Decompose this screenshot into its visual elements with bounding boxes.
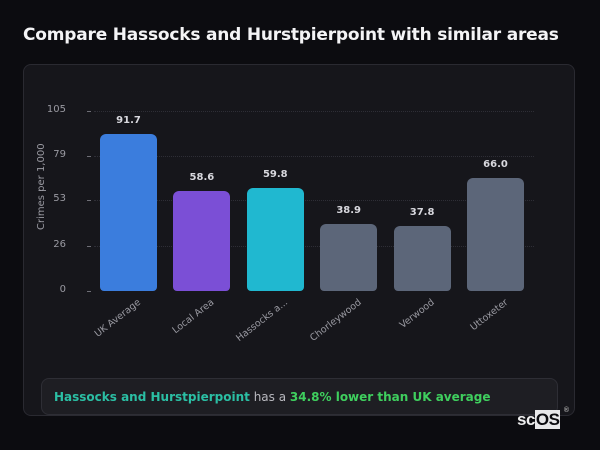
- x-category-label: Local Area: [170, 297, 217, 337]
- x-category-label: Verwood: [397, 297, 437, 331]
- gridline: [94, 246, 534, 248]
- y-tick-label: 0: [59, 284, 66, 295]
- summary-connector: has a: [249, 390, 290, 404]
- y-tick-mark: [87, 246, 91, 248]
- chart-card: Crimes per 1,000 0 26 53 79 105 91.7 UK Averag…: [23, 64, 575, 416]
- bar-value-label: 66.0: [483, 158, 508, 170]
- x-category-label: Chorleywood: [307, 297, 364, 344]
- y-tick-label: 53: [53, 193, 66, 205]
- bar-chart: Crimes per 1,000 0 26 53 79 105 91.7 UK Averag…: [24, 65, 576, 417]
- bar-value-label: 91.7: [116, 114, 141, 126]
- summary-box: Hassocks and Hurstpierpoint has a 34.8% …: [41, 378, 558, 415]
- scos-logo: scOS ®: [517, 407, 569, 429]
- y-tick-mark: [87, 155, 91, 157]
- gridline: [94, 200, 534, 202]
- y-tick-mark: [87, 291, 91, 292]
- y-tick-label: 79: [53, 148, 66, 160]
- x-category-label: Hassocks a...: [234, 297, 291, 345]
- x-category-label: Uttoxeter: [468, 297, 511, 334]
- summary-area-name: Hassocks and Hurstpierpoint: [54, 390, 250, 404]
- bar-local-area[interactable]: [173, 190, 231, 291]
- bar-value-label: 58.6: [189, 171, 215, 183]
- bar-value-label: 59.8: [262, 169, 288, 181]
- x-category-label: UK Average: [92, 297, 144, 340]
- bar-value-label: 38.9: [336, 205, 362, 217]
- gridline: [94, 111, 534, 112]
- bar-uk-average[interactable]: [100, 133, 157, 291]
- bar-uttoxeter[interactable]: [467, 177, 524, 291]
- y-tick-mark: [87, 200, 91, 202]
- y-tick-label: 26: [53, 239, 66, 251]
- y-tick-mark: [87, 111, 91, 112]
- page-title: Compare Hassocks and Hurstpierpoint with…: [23, 25, 559, 45]
- gridline: [94, 155, 534, 157]
- bar-chorleywood[interactable]: [320, 224, 378, 291]
- bar-hassocks-a[interactable]: [246, 188, 304, 291]
- summary-statistic: 34.8% lower than UK average: [289, 390, 491, 404]
- y-tick-label: 105: [46, 104, 66, 115]
- bar-verwood[interactable]: [393, 226, 451, 291]
- bar-value-label: 37.8: [409, 207, 435, 219]
